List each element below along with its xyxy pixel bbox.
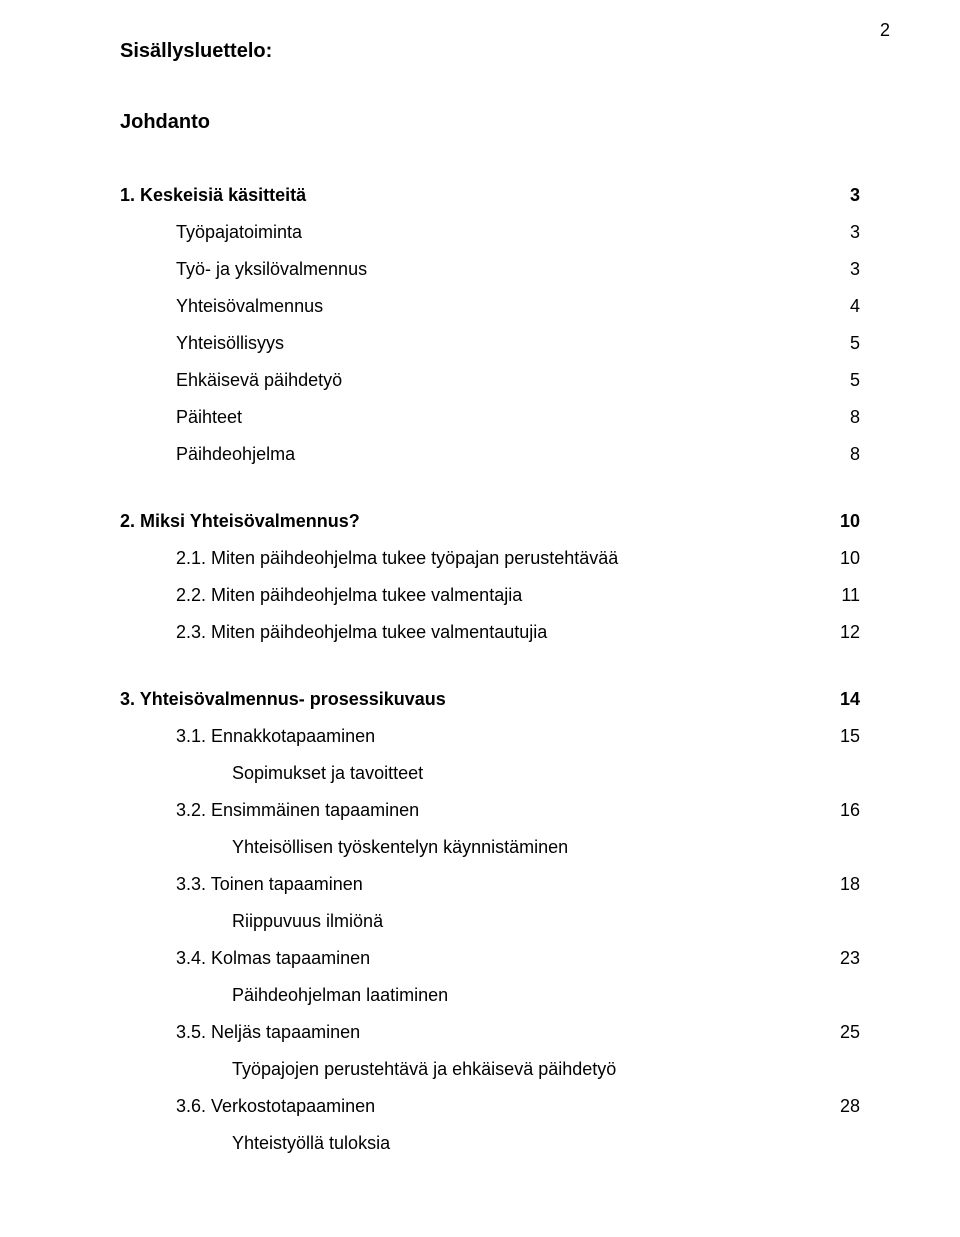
toc-item: Työ- ja yksilövalmennus 3: [120, 256, 860, 283]
toc-subitem-label: Yhteisöllisen työskentelyn käynnistämine…: [232, 834, 860, 861]
toc-heading-1-label: 1. Keskeisiä käsitteitä: [120, 182, 810, 209]
toc-item-page: 12: [810, 619, 860, 646]
toc-item: Yhteisöllisyys 5: [120, 330, 860, 357]
toc-item-page: 10: [810, 545, 860, 572]
toc-item-label: Yhteisövalmennus: [176, 293, 810, 320]
toc-item-label: 2.3. Miten päihdeohjelma tukee valmentau…: [176, 619, 810, 646]
toc-item-page: 25: [810, 1019, 860, 1046]
toc-item: 3.4. Kolmas tapaaminen 23: [120, 945, 860, 972]
toc-item-label: Työpajatoiminta: [176, 219, 810, 246]
toc-item-label: 2.2. Miten päihdeohjelma tukee valmentaj…: [176, 582, 810, 609]
toc-item-label: 3.5. Neljäs tapaaminen: [176, 1019, 810, 1046]
toc-item-label: Päihdeohjelma: [176, 441, 810, 468]
toc-item-page: 3: [810, 219, 860, 246]
toc-item-label: Päihteet: [176, 404, 810, 431]
toc-item-page: 5: [810, 330, 860, 357]
toc-item: 3.1. Ennakkotapaaminen 15: [120, 723, 860, 750]
toc-item-label: 3.4. Kolmas tapaaminen: [176, 945, 810, 972]
toc-heading-1-page: 3: [810, 182, 860, 209]
toc-subitem: Päihdeohjelman laatiminen: [120, 982, 860, 1009]
toc-item-label: 3.2. Ensimmäinen tapaaminen: [176, 797, 810, 824]
toc-item: 2.2. Miten päihdeohjelma tukee valmentaj…: [120, 582, 860, 609]
toc-subitem: Yhteisöllisen työskentelyn käynnistämine…: [120, 834, 860, 861]
toc-item: 2.3. Miten päihdeohjelma tukee valmentau…: [120, 619, 860, 646]
toc-item-label: 3.1. Ennakkotapaaminen: [176, 723, 810, 750]
toc-item-page: 11: [810, 582, 860, 609]
toc-subitem-label: Työpajojen perustehtävä ja ehkäisevä päi…: [232, 1056, 860, 1083]
toc-item-page: 16: [810, 797, 860, 824]
toc-subitem: Työpajojen perustehtävä ja ehkäisevä päi…: [120, 1056, 860, 1083]
toc-item: Yhteisövalmennus 4: [120, 293, 860, 320]
toc-title: Sisällysluettelo:: [120, 40, 860, 63]
toc-item-page: 23: [810, 945, 860, 972]
toc-item-label: Ehkäisevä päihdetyö: [176, 367, 810, 394]
page-number: 2: [880, 20, 890, 41]
toc-item: 2.1. Miten päihdeohjelma tukee työpajan …: [120, 545, 860, 572]
toc-item: 3.2. Ensimmäinen tapaaminen 16: [120, 797, 860, 824]
toc-item: Päihteet 8: [120, 404, 860, 431]
toc-subitem-label: Päihdeohjelman laatiminen: [232, 982, 860, 1009]
toc-heading-3-label: 3. Yhteisövalmennus- prosessikuvaus: [120, 686, 810, 713]
toc-subitem: Yhteistyöllä tuloksia: [120, 1130, 860, 1157]
toc-heading-2-page: 10: [810, 508, 860, 535]
toc-heading-2-label: 2. Miksi Yhteisövalmennus?: [120, 508, 810, 535]
toc-item: Päihdeohjelma 8: [120, 441, 860, 468]
toc-subitem: Riippuvuus ilmiönä: [120, 908, 860, 935]
toc-heading-2: 2. Miksi Yhteisövalmennus? 10: [120, 508, 860, 535]
toc-item-label: Yhteisöllisyys: [176, 330, 810, 357]
toc-item-page: 3: [810, 256, 860, 283]
toc-subitem-label: Riippuvuus ilmiönä: [232, 908, 860, 935]
toc-item-label: 3.6. Verkostotapaaminen: [176, 1093, 810, 1120]
toc-item-page: 18: [810, 871, 860, 898]
toc-subitem-label: Sopimukset ja tavoitteet: [232, 760, 860, 787]
toc-item: 3.3. Toinen tapaaminen 18: [120, 871, 860, 898]
toc-heading-1: 1. Keskeisiä käsitteitä 3: [120, 182, 860, 209]
toc-item: Työpajatoiminta 3: [120, 219, 860, 246]
toc-item-page: 5: [810, 367, 860, 394]
toc-item-page: 28: [810, 1093, 860, 1120]
intro-title: Johdanto: [120, 111, 860, 134]
toc-item: 3.5. Neljäs tapaaminen 25: [120, 1019, 860, 1046]
toc-item-page: 8: [810, 404, 860, 431]
toc-item-page: 4: [810, 293, 860, 320]
toc-item-label: Työ- ja yksilövalmennus: [176, 256, 810, 283]
toc-item: 3.6. Verkostotapaaminen 28: [120, 1093, 860, 1120]
toc-item-page: 8: [810, 441, 860, 468]
toc-subitem-label: Yhteistyöllä tuloksia: [232, 1130, 860, 1157]
toc-item-label: 2.1. Miten päihdeohjelma tukee työpajan …: [176, 545, 810, 572]
toc-item-label: 3.3. Toinen tapaaminen: [176, 871, 810, 898]
toc-heading-3: 3. Yhteisövalmennus- prosessikuvaus 14: [120, 686, 860, 713]
toc-item: Ehkäisevä päihdetyö 5: [120, 367, 860, 394]
toc-subitem: Sopimukset ja tavoitteet: [120, 760, 860, 787]
toc-heading-3-page: 14: [810, 686, 860, 713]
toc-item-page: 15: [810, 723, 860, 750]
